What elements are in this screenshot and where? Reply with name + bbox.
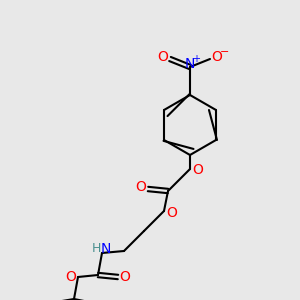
Text: O: O	[158, 50, 168, 64]
Text: O: O	[66, 270, 76, 284]
Text: O: O	[136, 180, 146, 194]
Text: H: H	[91, 242, 101, 254]
Text: O: O	[193, 163, 203, 177]
Text: O: O	[167, 206, 177, 220]
Text: O: O	[212, 50, 222, 64]
Text: −: −	[220, 47, 230, 57]
Text: +: +	[192, 54, 200, 64]
Text: N: N	[101, 242, 111, 256]
Text: N: N	[185, 57, 195, 71]
Text: O: O	[120, 270, 130, 284]
